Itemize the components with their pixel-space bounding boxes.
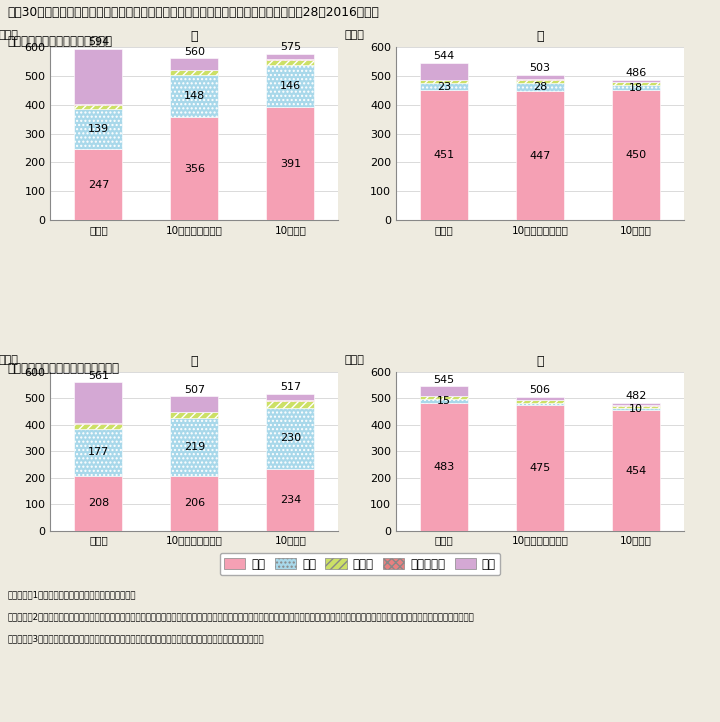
Bar — [266, 60, 315, 65]
Text: 139: 139 — [88, 123, 109, 134]
Text: 206: 206 — [184, 498, 205, 508]
Title: 夫: 夫 — [536, 355, 544, 368]
Bar — [74, 48, 122, 105]
Bar — [74, 382, 122, 423]
Text: ＜夫正規雇用・妻正規雇用世帯＞: ＜夫正規雇用・妻正規雇用世帯＞ — [7, 35, 112, 48]
Bar — [612, 90, 660, 220]
Text: 503: 503 — [529, 64, 551, 73]
Text: 208: 208 — [88, 498, 109, 508]
Title: 妻: 妻 — [191, 355, 198, 368]
Bar — [420, 83, 468, 90]
Bar — [74, 424, 122, 429]
Bar — [612, 80, 660, 82]
Text: 356: 356 — [184, 164, 205, 174]
Bar — [171, 118, 218, 220]
Bar — [171, 74, 218, 118]
Bar — [612, 411, 660, 531]
Text: 575: 575 — [280, 43, 301, 53]
Bar — [171, 476, 218, 531]
Bar — [266, 408, 315, 469]
Bar — [516, 79, 564, 83]
Title: 夫: 夫 — [536, 30, 544, 43]
Bar — [420, 403, 468, 531]
Text: 450: 450 — [626, 150, 647, 160]
Text: 15: 15 — [437, 396, 451, 406]
Text: ＜夫正規雇用・妻非正規雇用世帯＞: ＜夫正規雇用・妻非正規雇用世帯＞ — [7, 362, 120, 375]
Bar — [266, 108, 315, 220]
Bar — [612, 406, 660, 408]
Bar — [171, 70, 218, 74]
Text: 517: 517 — [280, 382, 301, 392]
Text: 483: 483 — [433, 462, 454, 471]
Bar — [516, 403, 564, 405]
Bar — [612, 403, 660, 405]
Text: 451: 451 — [433, 150, 454, 160]
Bar — [266, 393, 315, 401]
Text: 507: 507 — [184, 385, 205, 395]
Bar — [74, 429, 122, 476]
Title: 妻: 妻 — [191, 30, 198, 43]
Bar — [171, 396, 218, 412]
Text: 561: 561 — [88, 370, 109, 380]
Bar — [266, 65, 315, 108]
Text: （分）: （分） — [0, 355, 19, 365]
Bar — [266, 54, 315, 59]
Text: 177: 177 — [88, 447, 109, 457]
Bar — [74, 105, 122, 109]
Text: 391: 391 — [280, 159, 301, 169]
Text: 544: 544 — [433, 51, 454, 61]
Text: 219: 219 — [184, 442, 205, 452]
Text: 475: 475 — [529, 463, 551, 473]
Text: 454: 454 — [626, 466, 647, 476]
Bar — [516, 75, 564, 79]
Text: （分）: （分） — [0, 30, 19, 40]
Bar — [74, 423, 122, 424]
Bar — [171, 412, 218, 418]
Text: 447: 447 — [529, 151, 551, 161]
Bar — [266, 401, 315, 408]
Bar — [420, 399, 468, 403]
Text: 28: 28 — [533, 82, 547, 92]
Text: 234: 234 — [280, 495, 301, 505]
Text: （分）: （分） — [344, 355, 364, 365]
Bar — [612, 82, 660, 85]
Text: 18: 18 — [629, 82, 643, 92]
Bar — [516, 396, 564, 400]
Text: 486: 486 — [626, 68, 647, 78]
Text: 148: 148 — [184, 91, 205, 101]
Bar — [516, 83, 564, 91]
Text: 10: 10 — [629, 404, 643, 414]
Bar — [420, 80, 468, 83]
Bar — [612, 85, 660, 90]
Bar — [266, 469, 315, 531]
Text: 23: 23 — [437, 82, 451, 92]
Bar — [516, 91, 564, 220]
Text: 594: 594 — [88, 37, 109, 47]
Text: 560: 560 — [184, 47, 205, 57]
Bar — [612, 408, 660, 411]
Text: （備考）　1．総務省「社会生活基本調査」より作成。: （備考） 1．総務省「社会生活基本調査」より作成。 — [7, 591, 135, 599]
Text: 146: 146 — [280, 81, 301, 91]
Bar — [516, 405, 564, 531]
Bar — [516, 401, 564, 403]
Text: 特－30図　夫婦の仕事時間、家事・育児関連時間（末子の年齢別）／共働き世帯（平成28（2016）年）: 特－30図 夫婦の仕事時間、家事・育児関連時間（末子の年齢別）／共働き世帯（平成… — [7, 6, 379, 19]
Bar — [420, 386, 468, 396]
Bar — [420, 90, 468, 220]
Text: 2．非正規雇用とは、「正規の職員・従業員」以外の雇用されている人で、具体的には、「パート」「アルバイト」「契約社員」「嘱託」「労働者派遣事業所の派遣社員」「その: 2．非正規雇用とは、「正規の職員・従業員」以外の雇用されている人で、具体的には、… — [7, 612, 474, 621]
Text: 3．家事・育児関連時間は、「家事」、「買い物」、「介護・看護」、「育児」の合計（週全体）。: 3．家事・育児関連時間は、「家事」、「買い物」、「介護・看護」、「育児」の合計（… — [7, 634, 264, 643]
Bar — [420, 63, 468, 79]
Bar — [420, 396, 468, 399]
Bar — [74, 149, 122, 220]
Bar — [74, 109, 122, 149]
Text: 230: 230 — [280, 433, 301, 443]
Text: （分）: （分） — [344, 30, 364, 40]
Bar — [171, 58, 218, 70]
Text: 482: 482 — [625, 391, 647, 401]
Text: 545: 545 — [433, 375, 454, 385]
Text: 247: 247 — [88, 180, 109, 190]
Bar — [74, 476, 122, 531]
Bar — [171, 418, 218, 476]
Text: 506: 506 — [529, 385, 551, 395]
Legend: 仕事, 家事, 買い物, 介護・看護, 育児: 仕事, 家事, 買い物, 介護・看護, 育児 — [220, 553, 500, 575]
